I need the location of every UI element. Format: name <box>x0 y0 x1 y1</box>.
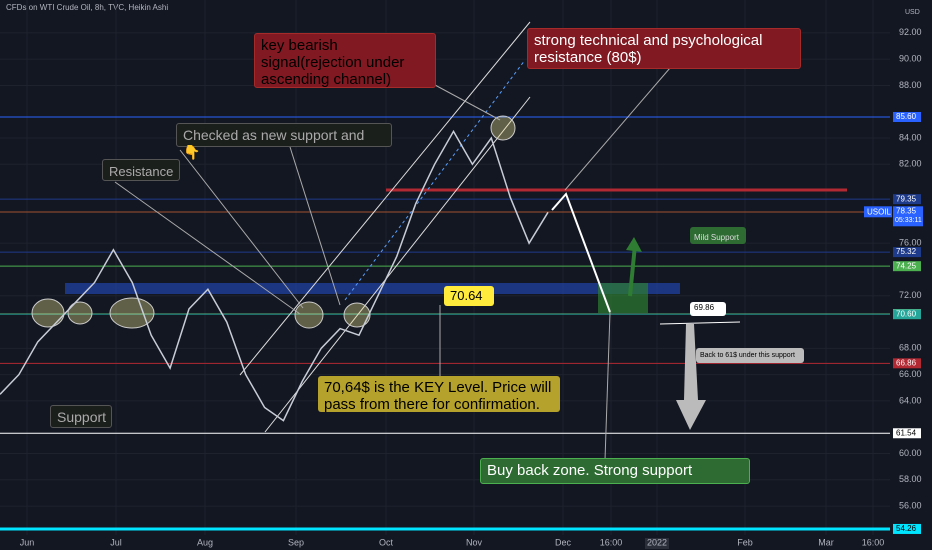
y-tick-label: 88.00 <box>899 80 922 90</box>
x-tick-label: Sep <box>288 537 304 547</box>
y-tick-label: 56.00 <box>899 500 922 510</box>
annotation: Back to 61$ under this support <box>696 348 804 363</box>
decoration <box>264 96 531 433</box>
level-label: 61.54 <box>896 428 917 437</box>
level-label: 70.60 <box>896 309 917 318</box>
decoration <box>490 115 516 141</box>
y-tick-label: 84.00 <box>899 132 922 142</box>
decoration <box>289 146 341 306</box>
decoration <box>434 84 501 121</box>
y-tick-label: 76.00 <box>899 238 922 248</box>
decoration <box>65 283 680 294</box>
annotation: Checked as new support and 👇 <box>176 123 392 160</box>
y-tick-label: 82.00 <box>899 159 922 169</box>
decoration <box>604 311 611 461</box>
chart-title: CFDs on WTI Crude Oil, 8h, TVC, Heikin A… <box>6 3 168 12</box>
x-tick-label: 16:00 <box>862 537 885 547</box>
level-tag <box>893 111 921 122</box>
decoration <box>551 192 611 313</box>
decoration <box>659 321 741 325</box>
decoration <box>179 149 304 309</box>
decoration <box>343 302 371 328</box>
x-tick-label: Nov <box>466 537 483 547</box>
annotation: key bearish signal(rejection under ascen… <box>254 33 436 88</box>
decoration <box>31 298 65 328</box>
level-tag <box>893 358 921 369</box>
annotation: Buy back zone. Strong support <box>480 458 750 484</box>
x-tick-label: Jun <box>20 537 35 547</box>
decoration <box>626 237 642 252</box>
level-label: 66.86 <box>896 358 917 367</box>
annotation: Support <box>50 405 112 428</box>
y-tick-label: 60.00 <box>899 448 922 458</box>
decoration <box>294 301 324 329</box>
last-price-label: 78.35 <box>896 206 917 215</box>
y-tick-label: 58.00 <box>899 474 922 484</box>
x-tick-label: Mar <box>818 537 834 547</box>
symbol-label: USOIL <box>867 207 892 216</box>
y-tick-label: 64.00 <box>899 395 922 405</box>
level-tag <box>893 194 921 205</box>
y-tick-label: 68.00 <box>899 343 922 353</box>
decoration <box>676 324 706 430</box>
y-tick-label: 72.00 <box>899 290 922 300</box>
decoration <box>239 21 531 376</box>
level-tag <box>893 309 921 320</box>
y-tick-label: 66.00 <box>899 369 922 379</box>
x-tick-label: 2022 <box>647 537 667 547</box>
y-tick-label: 90.00 <box>899 54 922 64</box>
x-tick-label: Oct <box>379 537 394 547</box>
level-tag <box>893 247 921 258</box>
decoration <box>645 538 669 549</box>
level-label: 85.60 <box>896 112 917 121</box>
x-tick-label: Jul <box>110 537 122 547</box>
annotation: Resistance <box>102 159 180 181</box>
decoration <box>598 283 648 313</box>
annotation: 69.86 <box>690 302 726 316</box>
level-label: 54.26 <box>896 524 917 533</box>
level-tag <box>893 428 921 439</box>
level-label: 74.25 <box>896 261 917 270</box>
decoration <box>114 181 301 315</box>
level-label: 79.35 <box>896 194 917 203</box>
x-tick-label: Aug <box>197 537 213 547</box>
currency: USD <box>905 9 920 16</box>
decoration <box>628 244 637 297</box>
decoration <box>0 535 932 550</box>
annotation: Mild Support <box>690 227 746 244</box>
annotation: strong technical and psychological resis… <box>527 28 801 69</box>
annotation: 70,64$ is the KEY Level. Price will pass… <box>318 376 560 413</box>
countdown: 05:33:11 <box>895 217 922 224</box>
last-price-tag <box>893 206 923 227</box>
y-tick-label: 92.00 <box>899 27 922 37</box>
level-tag <box>893 261 921 272</box>
decoration <box>109 297 155 329</box>
decoration <box>564 67 671 191</box>
annotation: 70.64 <box>444 286 494 306</box>
x-tick-label: 16:00 <box>600 537 623 547</box>
symbol-tag <box>864 206 892 218</box>
price-line <box>0 129 549 422</box>
x-tick-label: Dec <box>555 537 572 547</box>
level-tag <box>893 523 921 534</box>
decoration <box>67 301 93 325</box>
level-label: 75.32 <box>896 247 917 256</box>
decoration <box>344 59 526 301</box>
x-tick-label: Feb <box>737 537 753 547</box>
